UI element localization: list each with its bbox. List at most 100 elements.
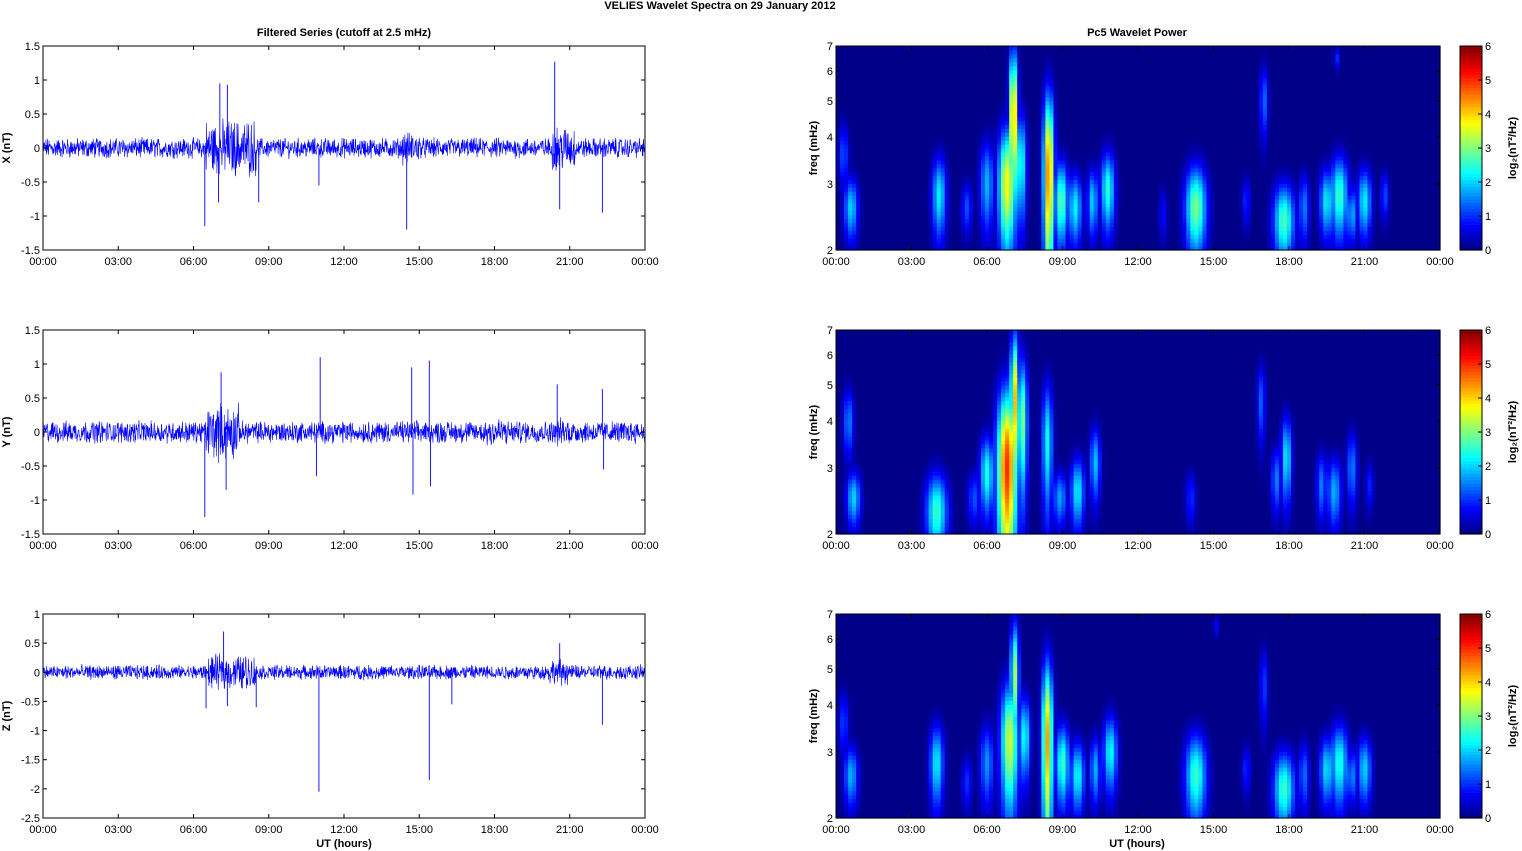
- power-cell: [1230, 175, 1236, 180]
- power-cell: [1250, 202, 1256, 208]
- power-cell: [876, 163, 881, 169]
- power-cell: [1097, 144, 1103, 149]
- power-cell: [876, 132, 881, 137]
- power-cell: [1202, 163, 1208, 169]
- power-cell: [1057, 148, 1063, 153]
- power-cell: [864, 179, 869, 184]
- power-cell: [1230, 242, 1236, 247]
- power-cell: [908, 195, 914, 200]
- power-cell: [1291, 242, 1296, 247]
- power-cell: [1013, 210, 1018, 216]
- power-cell: [976, 140, 982, 145]
- power-cell: [1158, 206, 1163, 212]
- power-cell: [940, 195, 946, 200]
- power-cell: [1395, 187, 1401, 192]
- power-cell: [1073, 187, 1079, 192]
- power-cell: [1194, 124, 1199, 129]
- power-cell: [1049, 210, 1055, 216]
- power-cell: [880, 246, 885, 251]
- power-cell: [1166, 226, 1171, 231]
- power-cell: [932, 218, 938, 224]
- power-cell: [1053, 132, 1059, 137]
- power-cell: [1319, 128, 1324, 133]
- power-cell: [1182, 128, 1187, 133]
- power-cell: [1113, 187, 1119, 192]
- power-cell: [1278, 226, 1284, 231]
- power-cell: [1065, 124, 1071, 129]
- power-cell: [1323, 155, 1328, 161]
- power-cell: [1419, 128, 1425, 133]
- power-cell: [1214, 155, 1220, 161]
- power-cell: [864, 128, 869, 133]
- power-cell: [1041, 230, 1046, 235]
- power-cell: [968, 210, 974, 216]
- power-cell: [1174, 214, 1179, 220]
- power-cell: [960, 144, 966, 149]
- power-cell: [976, 210, 982, 216]
- power-cell: [1129, 128, 1135, 133]
- power-cell: [856, 159, 861, 165]
- power-cell: [1407, 187, 1413, 192]
- power-cell: [1162, 171, 1167, 177]
- power-cell: [972, 132, 978, 137]
- power-cell: [1113, 128, 1119, 133]
- power-cell: [1295, 148, 1300, 153]
- power-cell: [1387, 128, 1393, 133]
- power-cell: [1146, 202, 1151, 208]
- power-cell: [1198, 202, 1204, 208]
- power-cell: [1077, 206, 1083, 212]
- power-cell: [1315, 191, 1320, 196]
- power-cell: [1282, 234, 1288, 239]
- power-cell: [1025, 132, 1030, 137]
- power-cell: [880, 195, 885, 200]
- power-cell: [848, 226, 853, 231]
- power-cell: [1190, 148, 1195, 153]
- power-cell: [1129, 124, 1135, 129]
- power-cell: [1170, 238, 1175, 243]
- power-cell: [1347, 242, 1353, 247]
- power-cell: [1371, 206, 1377, 212]
- power-cell: [1154, 140, 1159, 145]
- z-series-xtick-label: 15:00: [405, 824, 433, 836]
- power-cell: [1347, 128, 1353, 133]
- power-cell: [1242, 210, 1248, 216]
- power-cell: [1258, 234, 1264, 239]
- power-cell: [912, 155, 918, 161]
- power-cell: [1085, 222, 1091, 228]
- power-cell: [1121, 195, 1127, 200]
- power-cell: [936, 163, 942, 169]
- power-cell: [980, 191, 986, 196]
- power-cell: [1178, 218, 1183, 224]
- power-cell: [968, 171, 974, 177]
- power-cell: [1226, 206, 1232, 212]
- power-cell: [1323, 214, 1328, 220]
- power-cell: [1234, 195, 1240, 200]
- power-cell: [1194, 136, 1199, 141]
- power-cell: [1154, 128, 1159, 133]
- power-cell: [1150, 140, 1155, 145]
- power-cell: [852, 179, 857, 184]
- power-cell: [884, 195, 889, 200]
- power-cell: [1138, 222, 1143, 228]
- power-cell: [1415, 171, 1421, 177]
- power-cell: [984, 234, 990, 239]
- power-cell: [993, 128, 998, 133]
- power-cell: [1089, 128, 1095, 133]
- power-cell: [1331, 187, 1336, 192]
- power-cell: [1186, 199, 1191, 204]
- power-cell: [1238, 238, 1244, 243]
- power-cell: [984, 195, 990, 200]
- power-cell: [1286, 155, 1292, 161]
- power-cell: [1166, 159, 1171, 165]
- power-cell: [1001, 144, 1006, 149]
- power-cell: [1331, 206, 1336, 212]
- power-cell: [848, 230, 853, 235]
- power-cell: [1053, 175, 1059, 180]
- power-cell: [860, 234, 865, 239]
- power-cell: [1319, 124, 1324, 129]
- power-cell: [1407, 230, 1413, 235]
- power-cell: [1005, 187, 1010, 192]
- power-cell: [900, 155, 906, 161]
- power-cell: [1178, 124, 1183, 129]
- power-cell: [1093, 151, 1099, 157]
